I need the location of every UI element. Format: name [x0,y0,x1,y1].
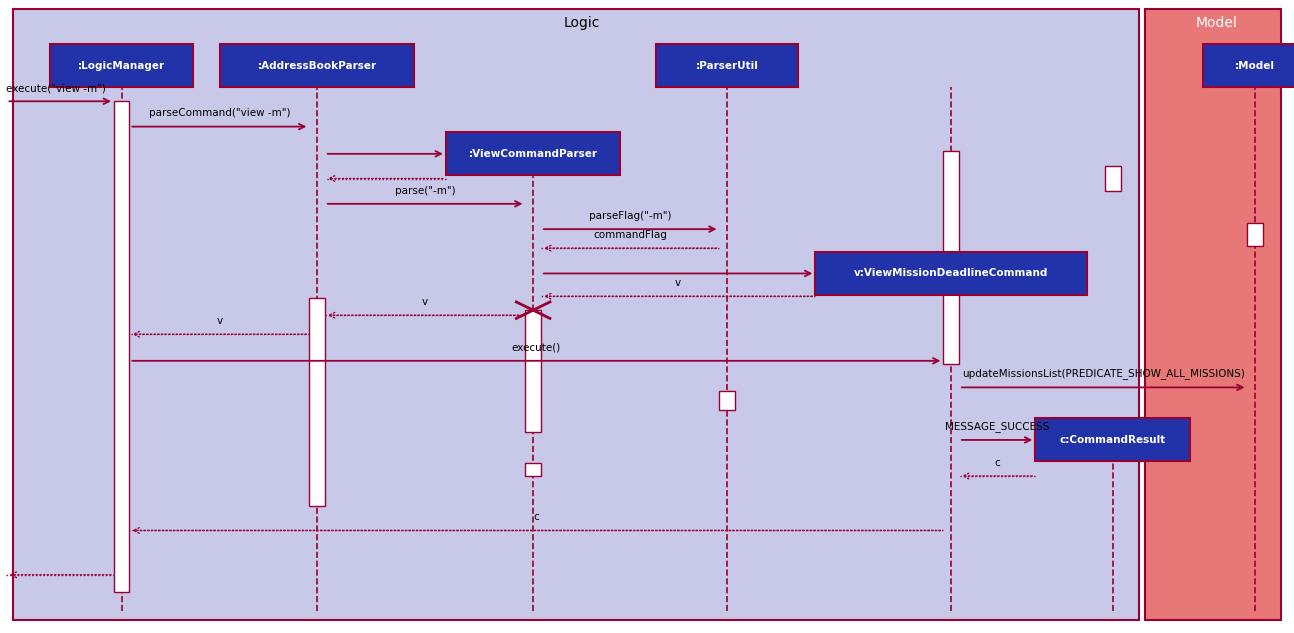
Bar [1203,44,1294,87]
Text: v:ViewMissionDeadlineCommand: v:ViewMissionDeadlineCommand [854,268,1048,279]
Bar [656,44,798,87]
Text: Logic: Logic [564,16,600,30]
Text: v: v [216,316,223,326]
Bar [114,101,129,592]
Bar [1035,418,1190,461]
Bar [50,44,193,87]
Text: execute(): execute() [511,342,562,353]
Text: :ParserUtil: :ParserUtil [696,61,758,71]
Bar [445,132,620,175]
Bar [1145,9,1281,620]
Bar [13,9,1139,620]
Bar [525,463,541,476]
Text: Model: Model [1196,16,1237,30]
Text: updateMissionsList(PREDICATE_SHOW_ALL_MISSIONS): updateMissionsList(PREDICATE_SHOW_ALL_MI… [961,368,1245,379]
Text: :AddressBookParser: :AddressBookParser [258,61,377,71]
Text: c:CommandResult: c:CommandResult [1060,435,1166,445]
Bar [1105,166,1121,191]
Text: c: c [533,512,540,522]
Bar [815,252,1087,295]
Text: v: v [675,278,681,288]
Text: parseCommand("view -m"): parseCommand("view -m") [149,108,290,118]
Bar [1247,223,1263,246]
Text: commandFlag: commandFlag [593,230,668,240]
Bar [525,310,541,432]
Text: MESSAGE_SUCCESS: MESSAGE_SUCCESS [945,421,1049,432]
Bar [943,151,959,364]
Text: :ViewCommandParser: :ViewCommandParser [468,149,598,159]
Text: c: c [994,458,1000,468]
Bar [220,44,414,87]
Text: parseFlag("-m"): parseFlag("-m") [589,211,672,221]
Text: v: v [422,297,428,307]
Bar [309,298,325,506]
Bar [719,391,735,410]
Text: parse("-m"): parse("-m") [395,185,455,196]
Text: :LogicManager: :LogicManager [78,61,166,71]
Text: :Model: :Model [1236,61,1275,71]
Text: execute("view -m"): execute("view -m") [6,83,106,93]
